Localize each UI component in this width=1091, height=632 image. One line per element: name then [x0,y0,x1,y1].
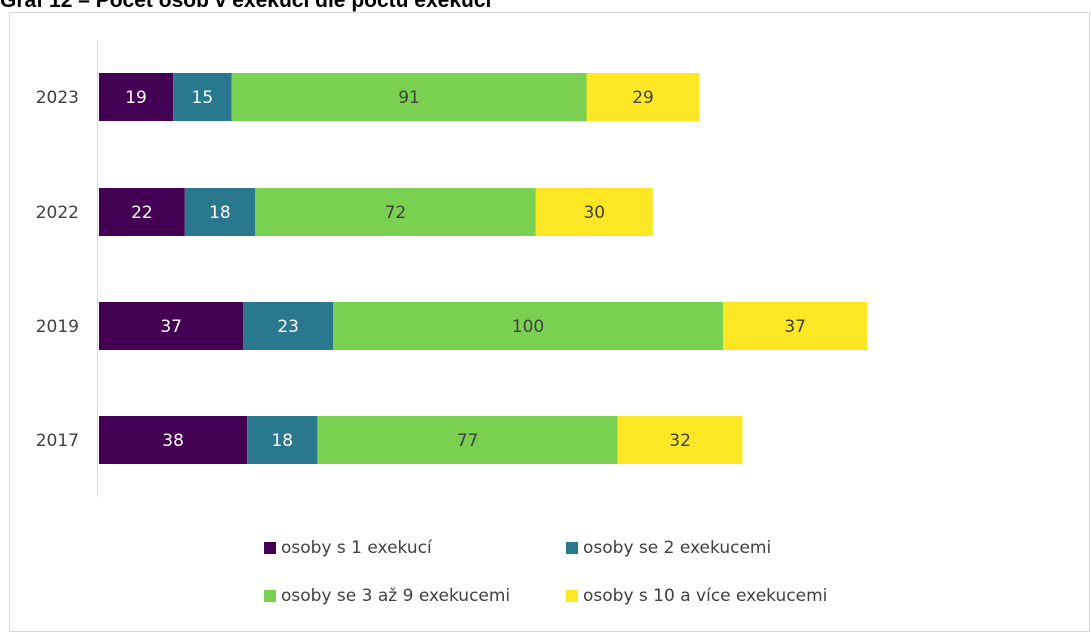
labels-group: 2023 19 15 91 29 2022 22 18 72 30 2019 37 23 100 37 201… [36,88,806,451]
data-label-2022-series-2: 18 [209,203,231,223]
bar-2023-series-1 [99,73,174,121]
data-label-2023-series-1: 19 [125,88,147,108]
data-label-2019-series-4: 37 [784,317,806,337]
bars-group [99,73,868,464]
bar-2022-series-4 [535,188,653,236]
bar-2017-series-1 [99,416,248,464]
bar-2023-series-3 [231,73,587,121]
data-label-2017-series-2: 18 [271,431,293,451]
data-label-2022-series-3: 72 [385,203,407,223]
bar-2017-series-2 [247,416,318,464]
category-label-2023: 2023 [36,88,79,108]
bar-2017-series-4 [617,416,743,464]
data-label-2019-series-1: 37 [160,317,182,337]
data-label-2023-series-4: 29 [632,88,654,108]
data-label-2019-series-3: 100 [512,317,544,337]
bar-2017-series-3 [317,416,618,464]
category-label-2022: 2022 [36,203,79,223]
data-label-2023-series-3: 91 [398,88,420,108]
data-label-2023-series-2: 15 [192,88,214,108]
data-label-2017-series-1: 38 [162,431,184,451]
category-label-2019: 2019 [36,317,79,337]
chart-title: Graf 12 – Počet osob v exekuci dle počtu… [0,0,492,12]
data-label-2017-series-3: 77 [457,431,479,451]
bar-2022-series-1 [99,188,185,236]
data-label-2019-series-2: 23 [277,317,299,337]
data-label-2017-series-4: 32 [669,431,691,451]
bar-2019-series-1 [99,302,244,350]
bar-2022-series-3 [255,188,536,236]
bar-2023-series-4 [586,73,700,121]
category-label-2017: 2017 [36,431,79,451]
data-label-2022-series-1: 22 [131,203,153,223]
data-label-2022-series-4: 30 [583,203,605,223]
bar-2019-series-2 [243,302,333,350]
bar-2019-series-4 [723,302,868,350]
bar-2023-series-2 [173,73,232,121]
bar-2022-series-2 [184,188,255,236]
bar-2019-series-3 [333,302,723,350]
